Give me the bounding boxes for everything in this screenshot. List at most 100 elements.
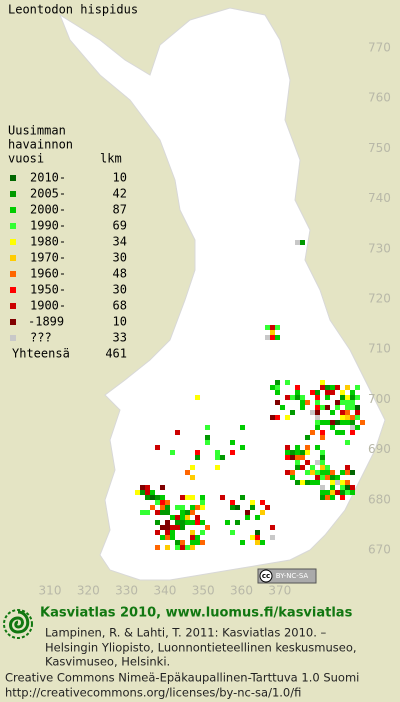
observation-dot [320,405,325,410]
observation-dot [295,390,300,395]
observation-dot [325,385,330,390]
observation-dot [315,390,320,395]
observation-dot [320,495,325,500]
legend-count: 30 [113,251,127,265]
license-text: Creative Commons Nimeä-Epäkaupallinen-Ta… [5,671,359,685]
observation-dot [330,470,335,475]
x-grid-label: 340 [153,584,176,598]
observation-dot [175,545,180,550]
observation-dot [290,410,295,415]
observation-dot [175,540,180,545]
observation-dot [190,520,195,525]
observation-dot [205,440,210,445]
observation-dot [160,495,165,500]
observation-dot [245,515,250,520]
legend-label: 2010- [30,171,66,185]
legend-count: 68 [113,299,127,313]
observation-dot [270,525,275,530]
observation-dot [275,325,280,330]
observation-dot [345,410,350,415]
coordinate-labels: 770 760 750 740 730 720 710 700 690 680 670 310 320 3… [39,41,391,598]
legend-count: 42 [113,187,127,201]
observation-dot [345,400,350,405]
legend-count: 10 [113,315,127,329]
observation-dot [305,445,310,450]
observation-dot [320,490,325,495]
legend-count: 30 [113,283,127,297]
observation-dot [285,470,290,475]
observation-dot [345,470,350,475]
legend-count: 87 [113,203,127,217]
observation-dot [160,500,165,505]
observation-dot [175,525,180,530]
observation-dot [335,400,340,405]
legend-count: 69 [113,219,127,233]
observation-dot [270,415,275,420]
legend-count: 10 [113,171,127,185]
observation-dot [265,505,270,510]
observation-dot [320,420,325,425]
observation-dot [165,500,170,505]
observation-dot [170,525,175,530]
legend-count: 48 [113,267,127,281]
observation-dot [300,480,305,485]
legend-label: -1899 [28,315,64,329]
observation-dot [285,445,290,450]
observation-dot [335,480,340,485]
observation-dot [305,480,310,485]
legend-count-header: lkm [100,152,122,166]
observation-dot [300,450,305,455]
observation-dot [160,535,165,540]
observation-dot [190,475,195,480]
observation-dot [310,465,315,470]
observation-dot [335,405,340,410]
observation-dot [340,430,345,435]
x-grid-label: 320 [77,584,100,598]
observation-dot [325,420,330,425]
observation-dot [165,530,170,535]
observation-dot [195,535,200,540]
observation-dot [320,460,325,465]
observation-dot [270,330,275,335]
legend-label: 2000- [30,203,66,217]
observation-dot [135,490,140,495]
observation-dot [285,450,290,455]
y-grid-label: 710 [368,342,391,356]
observation-dot [260,540,265,545]
observation-dot [315,395,320,400]
citation-line: Helsingin Yliopisto, Luonnontieteellinen… [45,641,357,655]
observation-dot [315,460,320,465]
observation-dot [305,470,310,475]
observation-dot [330,410,335,415]
observation-dot [255,530,260,535]
observation-dot [295,455,300,460]
observation-dot [230,530,235,535]
observation-dot [355,415,360,420]
observation-dot [320,455,325,460]
legend-swatch [10,303,16,309]
observation-dot [325,495,330,500]
legend-header: Uusimman [8,124,66,138]
observation-dot [200,540,205,545]
observation-dot [215,465,220,470]
observation-dot [200,530,205,535]
observation-dot [295,445,300,450]
observation-dot [345,420,350,425]
observation-dot [350,485,355,490]
observation-dot [195,455,200,460]
observation-dot [190,495,195,500]
y-grid-label: 680 [368,492,391,506]
observation-dot [335,385,340,390]
observation-dot [185,515,190,520]
legend-swatch [10,191,16,197]
observation-dot [315,425,320,430]
observation-dot [330,475,335,480]
observation-dot [325,490,330,495]
observation-dot [155,445,160,450]
observation-dot [345,485,350,490]
observation-dot [325,465,330,470]
observation-dot [340,415,345,420]
observation-dot [295,385,300,390]
x-grid-label: 330 [115,584,138,598]
